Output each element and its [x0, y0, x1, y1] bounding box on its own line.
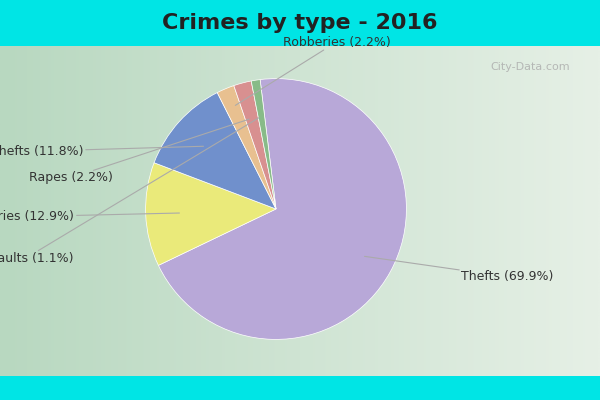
Text: Crimes by type - 2016: Crimes by type - 2016 — [162, 13, 438, 33]
Wedge shape — [158, 79, 406, 340]
Wedge shape — [234, 81, 276, 209]
Text: Thefts (69.9%): Thefts (69.9%) — [365, 256, 554, 283]
Wedge shape — [146, 163, 276, 265]
Wedge shape — [217, 86, 276, 209]
Wedge shape — [154, 92, 276, 209]
Text: Assaults (1.1%): Assaults (1.1%) — [0, 118, 259, 265]
Text: City-Data.com: City-Data.com — [490, 62, 570, 72]
Text: Robberies (2.2%): Robberies (2.2%) — [235, 36, 390, 105]
Text: Auto thefts (11.8%): Auto thefts (11.8%) — [0, 145, 203, 158]
Text: Burglaries (12.9%): Burglaries (12.9%) — [0, 210, 179, 223]
Wedge shape — [251, 80, 276, 209]
Text: Rapes (2.2%): Rapes (2.2%) — [29, 119, 249, 184]
